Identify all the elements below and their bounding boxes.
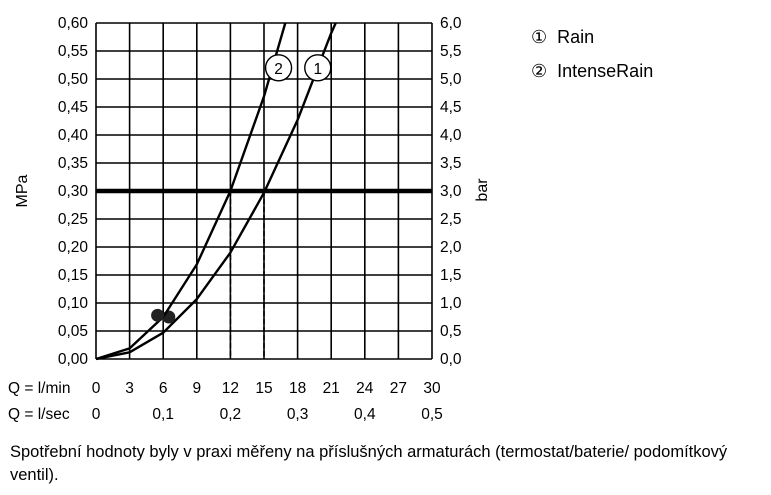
x-row2-tick-label: 0,1: [152, 406, 174, 423]
x-row1-tick-label: 6: [159, 380, 168, 397]
x-axis-ticks: 0 3 6 9 12 15 18 21 24 27 30 0 0,1 0,2 0,3 0,4 0,5: [92, 380, 443, 423]
x-row1-tick-label: 27: [390, 380, 407, 397]
legend-label-rain: Rain: [557, 27, 595, 47]
y-right-tick-label: 0,5: [440, 323, 462, 340]
x-row1-tick-label: 18: [289, 380, 306, 397]
series-curves: 12: [95, 22, 337, 361]
series-marker-circle-2: [264, 54, 293, 82]
y-left-tick-label: 0,35: [58, 155, 88, 172]
y-left-tick-label: 0,05: [58, 323, 88, 340]
y-left-tick-label: 0,10: [58, 295, 89, 312]
y-right-tick-label: 1,0: [440, 295, 462, 312]
legend-marker-2: ②: [531, 61, 548, 81]
x-row1-title: Q = l/min: [8, 380, 70, 397]
y-right-tick-label: 3,5: [440, 155, 462, 172]
x-row1-tick-label: 15: [255, 380, 272, 397]
footnote: Spotřební hodnoty byly v praxi měřeny na…: [10, 443, 728, 484]
x-row1-tick-label: 3: [125, 380, 134, 397]
y-right-tick-label: 5,5: [440, 43, 462, 60]
legend: ① Rain ② IntenseRain: [531, 20, 653, 88]
x-row1-tick-label: 24: [356, 380, 374, 397]
y-axis-right-ticks: 0,0 0,5 1,0 1,5 2,0 2,5 3,0 3,5 4,0 4,5 5,0 5,5 6,0: [440, 15, 462, 368]
y-right-tick-label: 5,0: [440, 71, 462, 88]
pressure-flow-chart: 0,000,050,100,150,200,250,300,350,400,45…: [8, 15, 491, 423]
y-right-tick-label: 4,0: [440, 127, 462, 144]
y-left-tick-label: 0,20: [58, 239, 89, 256]
y-left-tick-label: 0,45: [58, 99, 88, 116]
x-row2-tick-label: 0,2: [220, 406, 242, 423]
y-left-tick-label: 0,30: [58, 183, 89, 200]
y-right-tick-label: 3,0: [440, 183, 462, 200]
series-marker-label-2: 2: [274, 61, 283, 78]
legend-item-rain: ① Rain: [531, 20, 653, 54]
x-row1-tick-label: 0: [92, 380, 101, 397]
x-row1-tick-label: 9: [192, 380, 201, 397]
x-row2-tick-label: 0,4: [354, 406, 376, 423]
x-row2-title: Q = l/sec: [8, 406, 70, 423]
y-axis-left-title: MPa: [14, 174, 31, 207]
operating-point-intenserain: [151, 308, 165, 322]
y-left-tick-label: 0,15: [58, 267, 88, 284]
y-right-tick-label: 2,0: [440, 239, 462, 256]
legend-item-intenserain: ② IntenseRain: [531, 54, 653, 88]
x-row2-tick-label: 0,5: [421, 406, 443, 423]
y-right-tick-label: 2,5: [440, 211, 462, 228]
series-marker-label-1: 1: [313, 61, 322, 78]
y-left-tick-label: 0,60: [58, 15, 89, 32]
series-line-intenserain: [95, 22, 287, 361]
x-row2-tick-label: 0: [92, 406, 101, 423]
y-left-tick-label: 0,40: [58, 127, 89, 144]
x-row2-tick-label: 0,3: [287, 406, 309, 423]
y-left-tick-label: 0,50: [58, 71, 89, 88]
y-right-tick-label: 0,0: [440, 351, 462, 368]
x-row1-tick-label: 30: [423, 380, 441, 397]
y-right-tick-label: 1,5: [440, 267, 462, 284]
y-right-tick-label: 4,5: [440, 99, 462, 116]
y-right-tick-label: 6,0: [440, 15, 462, 32]
x-row1-tick-label: 12: [222, 380, 239, 397]
y-axis-right-title: bar: [474, 178, 491, 202]
legend-label-intenserain: IntenseRain: [557, 61, 654, 81]
legend-marker-1: ①: [531, 27, 548, 47]
y-axis-left-ticks: 0,00 0,05 0,10 0,15 0,20 0,25 0,30 0,35 0,40 0,45…: [58, 15, 89, 368]
y-left-tick-label: 0,00: [58, 351, 89, 368]
y-left-tick-label: 0,25: [58, 211, 88, 228]
y-left-tick-label: 0,55: [58, 43, 88, 60]
x-row1-tick-label: 21: [323, 380, 340, 397]
series-marker-circle-1: [304, 54, 332, 82]
